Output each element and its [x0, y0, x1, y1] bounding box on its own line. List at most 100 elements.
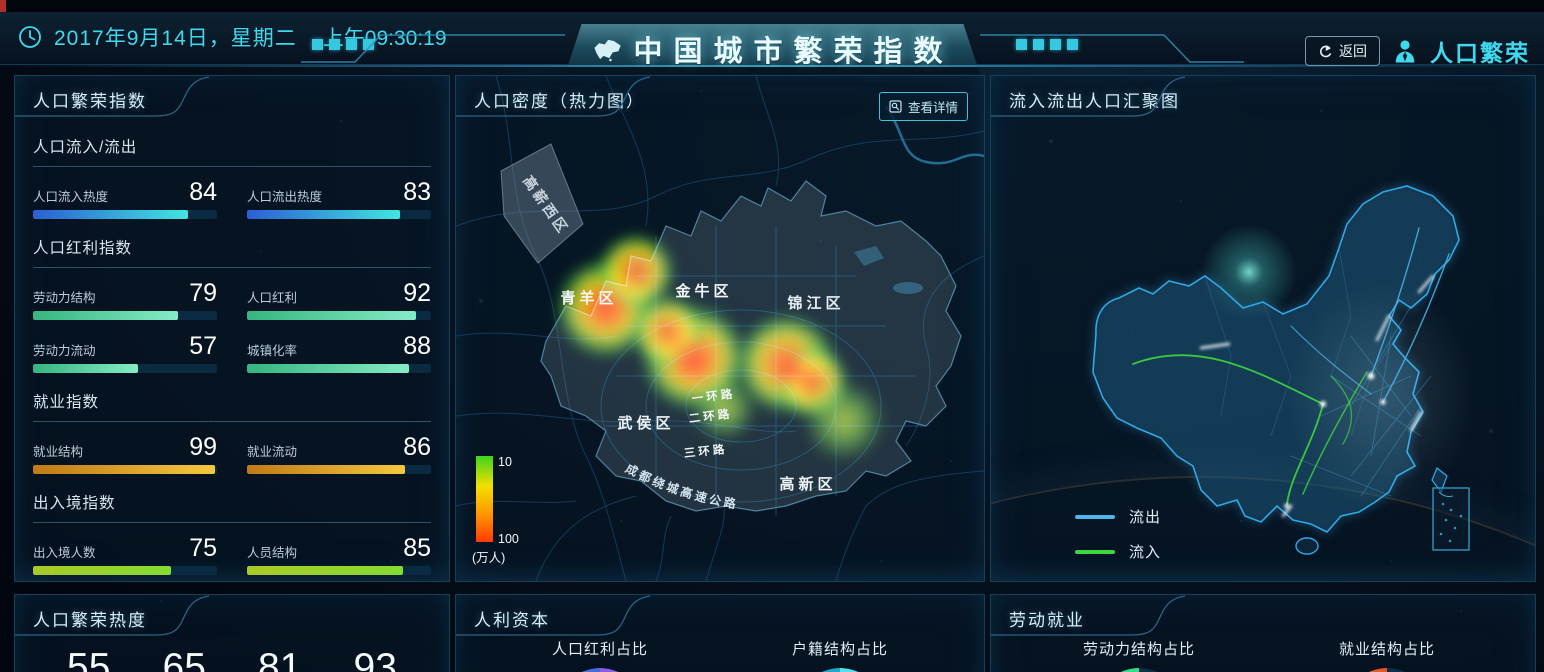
metric-bar-fill — [247, 311, 417, 320]
heat-value: 81 — [258, 646, 302, 672]
panel-title: 人口繁荣热度 — [33, 611, 147, 630]
tab-decoration — [15, 595, 210, 636]
metric-value: 88 — [403, 332, 431, 360]
metric: 人口红利 92 — [247, 281, 431, 320]
metric-bar-fill — [247, 210, 400, 219]
metric-bar-track — [247, 210, 431, 219]
pie-chart-label: 户籍结构占比 — [791, 641, 888, 658]
metric-label: 人员结构 — [247, 546, 298, 560]
flow-legend: 流出 流入 — [1075, 506, 1161, 576]
deco-square — [363, 39, 374, 50]
section-divider — [33, 421, 431, 422]
deco-squares-right — [1016, 39, 1078, 50]
pie-charts-row: 劳动力结构占比 就业结构占比 — [991, 638, 1535, 672]
district-label-jinniu: 金牛区 — [674, 282, 732, 300]
panel-labor-employment: 劳动就业 劳动力结构占比 就业结构占比 — [990, 594, 1536, 672]
metric-label: 人口流入热度 — [33, 190, 109, 204]
panel-inflow-outflow-map: 流入流出人口汇聚图 流出 流入 — [990, 75, 1536, 582]
section-title: 出入境指数 — [33, 495, 116, 512]
metric-bar-track — [33, 364, 217, 373]
index-section: 出入境指数 出入境人数 75 人员结构 85 — [33, 491, 431, 575]
page-title: 中国城市繁荣指数 — [633, 36, 954, 68]
metric-value: 57 — [189, 332, 217, 360]
pie-chart-label: 劳动力结构占比 — [1082, 641, 1195, 658]
metric: 城镇化率 88 — [247, 334, 431, 373]
inflow-swatch — [1075, 549, 1115, 554]
metric-label: 城镇化率 — [247, 344, 298, 358]
tab-decoration — [456, 595, 651, 636]
panel-header: 人口繁荣热度 — [15, 595, 449, 636]
outflow-swatch — [1075, 514, 1115, 519]
heat-legend-top: 10 — [498, 455, 512, 469]
pie-chart — [1096, 668, 1182, 672]
corner-mark — [0, 0, 6, 13]
header-date: 2017年9月14日，星期二 — [54, 27, 297, 50]
back-button[interactable]: 返回 — [1305, 36, 1380, 66]
metric: 人口流出热度 83 — [247, 180, 431, 219]
panel-human-capital: 人利资本 人口红利占比 户籍结构占比 — [455, 594, 985, 672]
top-header: 2017年9月14日，星期二 上午09:30:19 中国城市繁荣指数 — [0, 12, 1544, 74]
tab-decoration — [991, 76, 1186, 117]
panel-population-density-heatmap: 青羊区 金牛区 锦江区 武侯区 高新区 高薪西区 一环路 二环路 三环路 成都绕… — [455, 75, 985, 582]
metric-bar-track — [33, 465, 217, 474]
index-section: 人口流入/流出 人口流入热度 84 人口流出热度 83 — [33, 135, 431, 219]
metric-bar-fill — [247, 566, 404, 575]
metric-label: 人口流出热度 — [247, 190, 323, 204]
heat-value: 93 — [353, 646, 397, 672]
heat-legend-gradient — [476, 456, 493, 542]
heat-values-row: 55 65 81 93 — [15, 648, 449, 672]
metric: 人口流入热度 84 — [33, 180, 217, 219]
section-title: 人口红利指数 — [33, 240, 133, 257]
metric-label: 劳动力流动 — [33, 344, 96, 358]
panel-header: 流入流出人口汇聚图 — [991, 76, 1535, 117]
metric: 就业流动 86 — [247, 435, 431, 474]
legend-item-inflow: 流入 — [1075, 541, 1161, 562]
user-label: 人口繁荣 — [1430, 40, 1530, 66]
panel-population-prosperity-index: 人口繁荣指数 人口流入/流出 人口流入热度 84 人口流出热度 83 — [14, 75, 450, 582]
index-section: 人口红利指数 劳动力结构 79 人口红利 92 劳动力流动 57 — [33, 236, 431, 373]
metric-value: 86 — [403, 433, 431, 461]
road-label-ring3: 三环路 — [683, 442, 728, 460]
metric-bar-fill — [247, 465, 406, 474]
metric-bar-track — [247, 311, 431, 320]
metric-bar-track — [247, 566, 431, 575]
pie-chart-label: 就业结构占比 — [1338, 641, 1435, 658]
details-icon — [889, 100, 902, 113]
metric-bar-fill — [33, 210, 188, 219]
metric-value: 84 — [189, 178, 217, 206]
view-details-button[interactable]: 查看详情 — [878, 92, 968, 121]
district-label-gaoxin: 高新区 — [779, 475, 836, 493]
panel-header: 人口密度（热力图） — [456, 76, 984, 117]
back-button-label: 返回 — [1339, 43, 1367, 59]
title-banner: 中国城市繁荣指数 — [565, 24, 980, 74]
section-title: 就业指数 — [33, 394, 100, 411]
pie-chart-labor-structure: 劳动力结构占比 — [1015, 638, 1263, 672]
heat-value: 55 — [67, 646, 111, 672]
view-details-label: 查看详情 — [907, 101, 958, 115]
panel-title: 人利资本 — [474, 611, 550, 630]
deco-square — [1067, 39, 1078, 50]
pie-chart-employment-structure: 就业结构占比 — [1263, 638, 1511, 672]
panel-title: 劳动就业 — [1009, 611, 1085, 630]
metric-bar-track — [247, 364, 431, 373]
pie-chart-household: 户籍结构占比 — [720, 638, 960, 672]
metric: 劳动力流动 57 — [33, 334, 217, 373]
back-arrow-icon — [1320, 44, 1332, 57]
pie-chart-label: 人口红利占比 — [551, 641, 648, 658]
heat-value: 65 — [162, 646, 206, 672]
inflow-label: 流入 — [1129, 544, 1162, 561]
pie-chart — [557, 668, 643, 672]
metric-bar-track — [33, 566, 217, 575]
district-label-qingyang: 青羊区 — [560, 289, 617, 307]
deco-square — [346, 39, 357, 50]
tab-decoration — [15, 76, 210, 117]
deco-square — [1050, 39, 1061, 50]
metric-label: 出入境人数 — [33, 546, 96, 560]
metric-value: 75 — [189, 534, 217, 562]
metric-value: 92 — [403, 279, 431, 307]
pie-chart-dividend: 人口红利占比 — [480, 638, 720, 672]
metric-value: 83 — [403, 178, 431, 206]
deco-squares-left — [312, 39, 374, 50]
panel-header: 劳动就业 — [991, 595, 1535, 636]
